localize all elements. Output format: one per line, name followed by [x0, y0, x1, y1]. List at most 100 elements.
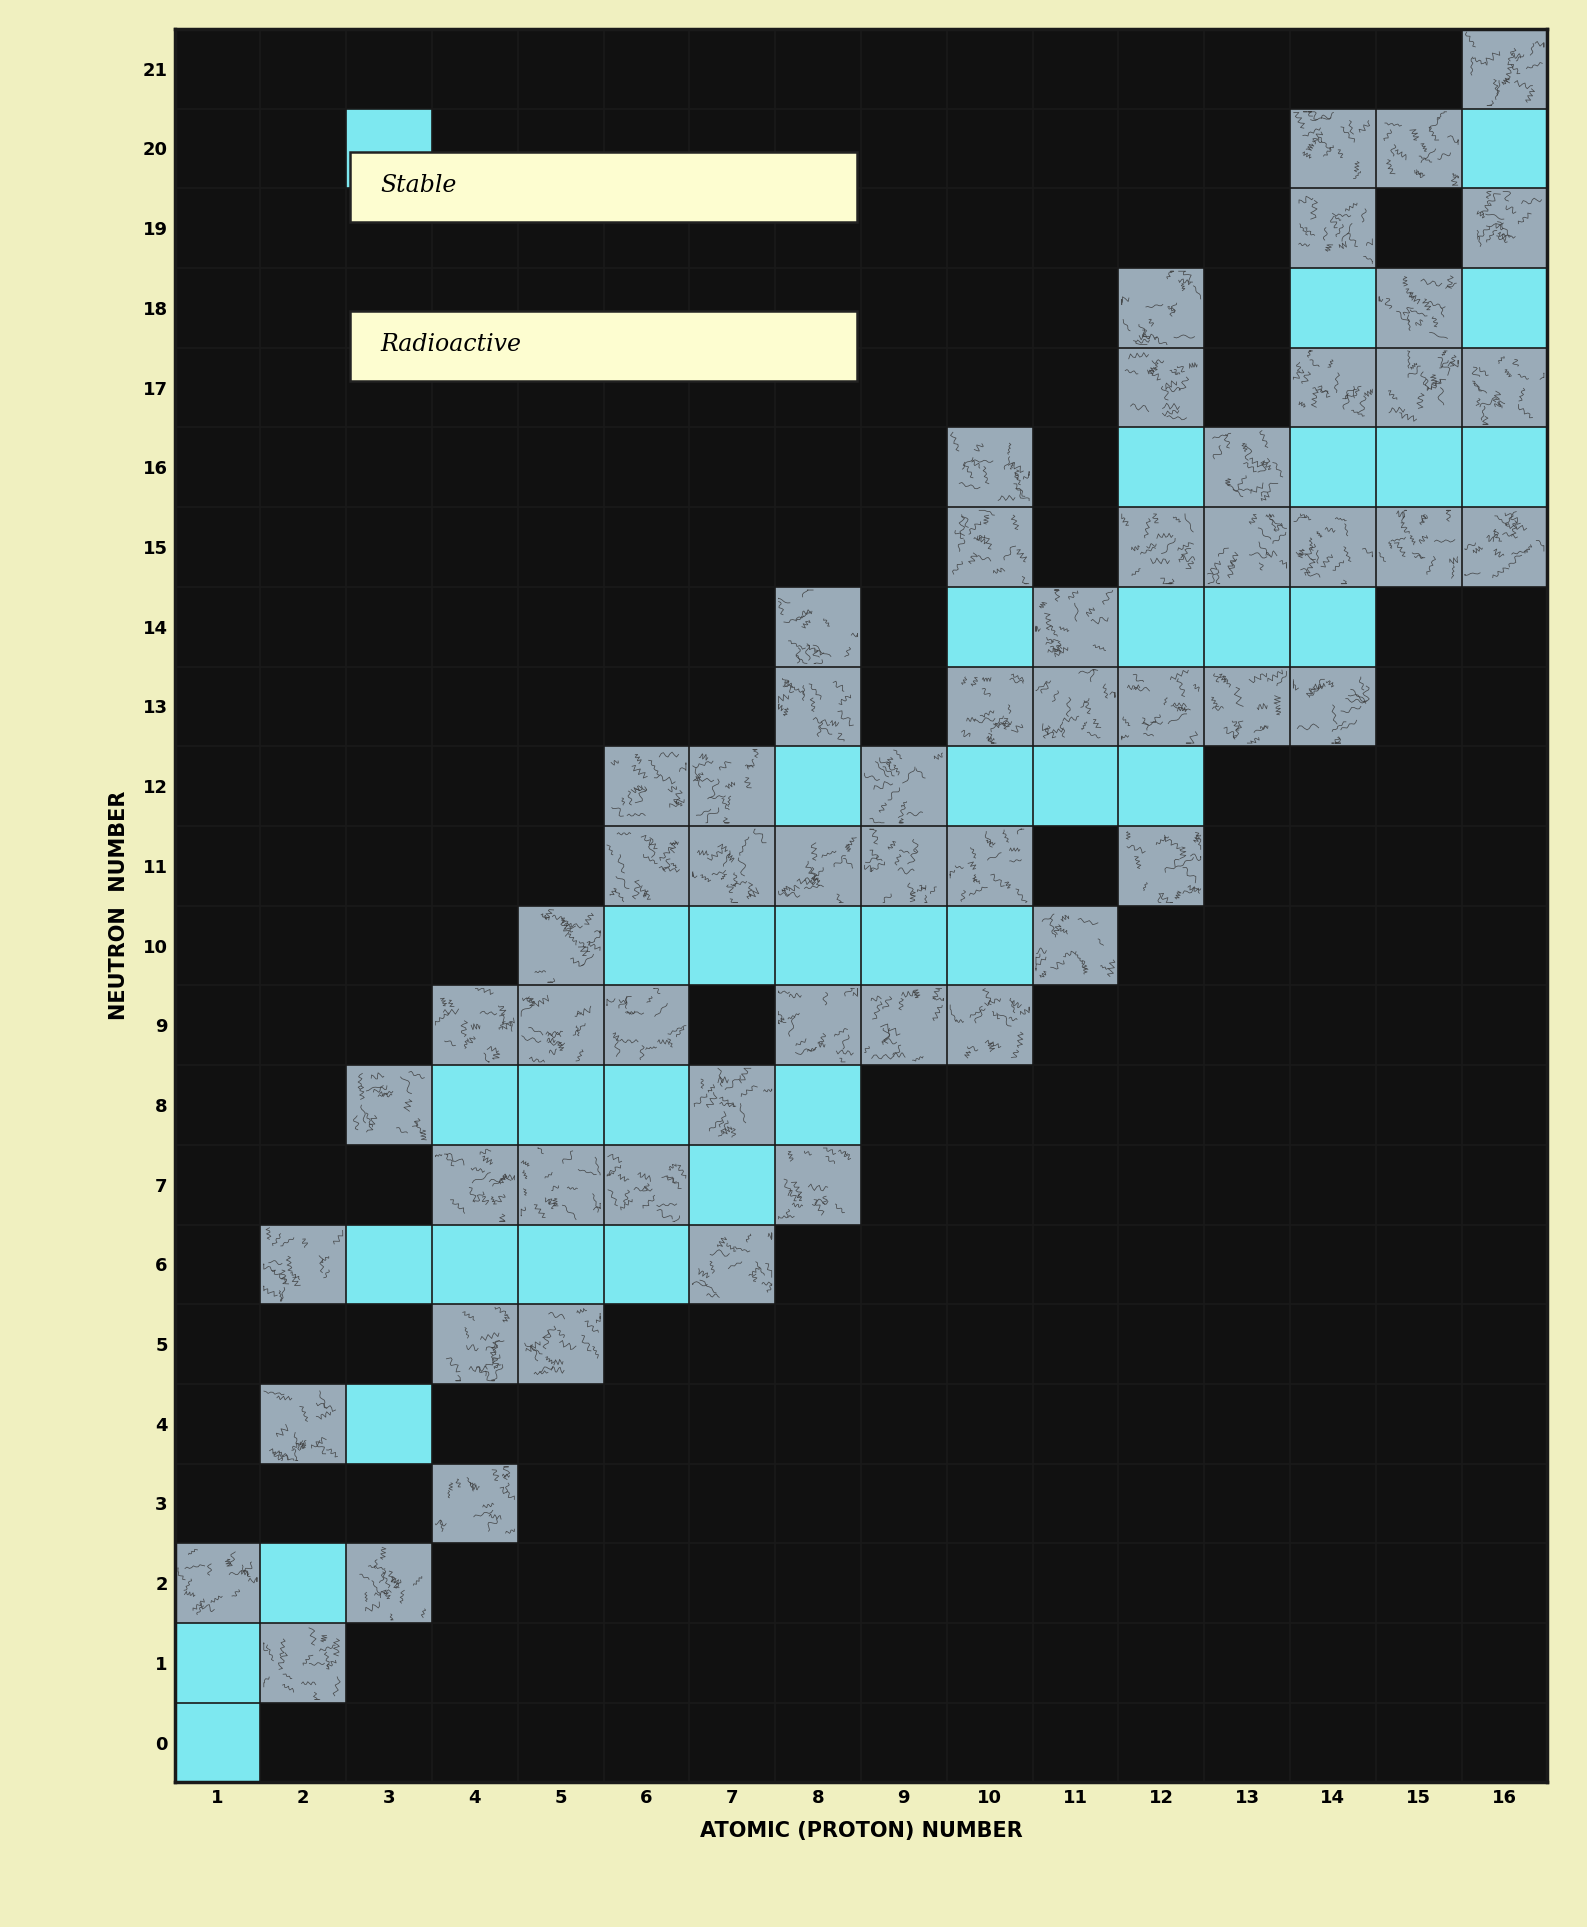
Bar	[603, 108, 689, 189]
Bar	[1119, 1384, 1205, 1465]
Bar	[260, 827, 346, 906]
Bar	[175, 827, 260, 906]
Bar	[175, 108, 260, 189]
Bar	[1290, 428, 1376, 507]
Bar	[1376, 29, 1462, 108]
Bar	[517, 1224, 603, 1305]
Bar	[603, 1465, 689, 1544]
Bar	[260, 1066, 346, 1145]
Bar	[1376, 1703, 1462, 1782]
Bar	[947, 1224, 1033, 1305]
Bar	[1462, 428, 1547, 507]
Bar	[1033, 906, 1119, 985]
Bar	[862, 347, 947, 428]
Bar	[517, 108, 603, 189]
Bar	[603, 906, 689, 985]
Bar	[517, 667, 603, 746]
Bar	[346, 1544, 432, 1623]
Bar	[862, 667, 947, 746]
Bar	[774, 906, 860, 985]
Bar	[1290, 1623, 1376, 1703]
Bar	[603, 827, 689, 906]
Bar	[1205, 1145, 1290, 1224]
Bar	[1290, 1544, 1376, 1623]
Bar	[1205, 108, 1290, 189]
Bar	[1376, 428, 1462, 507]
Bar	[1205, 1066, 1290, 1145]
Bar	[1119, 428, 1205, 507]
Bar	[346, 428, 432, 507]
Bar	[432, 108, 517, 189]
Bar	[432, 1623, 517, 1703]
Bar	[774, 746, 860, 827]
Bar	[1205, 347, 1290, 428]
Bar	[862, 1066, 947, 1145]
Bar	[1033, 1544, 1119, 1623]
Bar	[1462, 1224, 1547, 1305]
Bar	[1119, 588, 1205, 667]
Bar	[862, 1623, 947, 1703]
Bar	[1119, 507, 1205, 588]
Bar	[603, 588, 689, 667]
Bar	[432, 1224, 517, 1305]
Bar	[1033, 588, 1119, 667]
Bar	[1462, 1145, 1547, 1224]
Bar	[346, 29, 432, 108]
Bar	[175, 985, 260, 1066]
Bar	[260, 667, 346, 746]
Bar	[774, 1384, 860, 1465]
Bar	[774, 1305, 860, 1384]
Bar	[603, 428, 689, 507]
Bar	[346, 985, 432, 1066]
Bar	[1376, 268, 1462, 347]
Bar	[1462, 746, 1547, 827]
Bar	[774, 1224, 860, 1305]
Bar	[603, 1703, 689, 1782]
X-axis label: ATOMIC (PROTON) NUMBER: ATOMIC (PROTON) NUMBER	[700, 1821, 1022, 1842]
Bar	[603, 1145, 689, 1224]
Bar	[1290, 268, 1376, 347]
Bar	[260, 108, 346, 189]
Bar	[1290, 1224, 1376, 1305]
Bar	[1033, 985, 1119, 1066]
Bar	[175, 428, 260, 507]
Bar	[1462, 268, 1547, 347]
Bar	[1033, 268, 1119, 347]
Bar	[1376, 1224, 1462, 1305]
Bar	[1119, 746, 1205, 827]
Bar	[1376, 985, 1462, 1066]
Bar	[1290, 29, 1376, 108]
Bar	[432, 507, 517, 588]
Bar	[689, 1224, 774, 1305]
Bar	[1462, 108, 1547, 189]
Bar	[1033, 1623, 1119, 1703]
Bar	[1205, 189, 1290, 268]
Bar	[260, 1544, 346, 1623]
Bar	[1462, 985, 1547, 1066]
Bar	[260, 588, 346, 667]
Bar	[603, 29, 689, 108]
Bar	[260, 985, 346, 1066]
Bar	[862, 1224, 947, 1305]
Bar	[1290, 1066, 1376, 1145]
Bar	[1119, 667, 1205, 746]
Bar	[689, 1544, 774, 1623]
Bar	[1119, 1066, 1205, 1145]
Bar	[432, 827, 517, 906]
Bar	[774, 268, 860, 347]
Bar	[947, 1465, 1033, 1544]
Bar	[689, 1384, 774, 1465]
Bar	[1119, 1703, 1205, 1782]
Bar	[346, 1465, 432, 1544]
Bar	[689, 268, 774, 347]
Bar	[175, 1703, 260, 1782]
Bar	[1290, 667, 1376, 746]
Bar	[517, 347, 603, 428]
Bar	[774, 588, 860, 667]
Bar	[1290, 827, 1376, 906]
Bar	[432, 1544, 517, 1623]
Bar	[260, 746, 346, 827]
Bar	[862, 1703, 947, 1782]
Bar	[517, 507, 603, 588]
Bar	[1033, 507, 1119, 588]
